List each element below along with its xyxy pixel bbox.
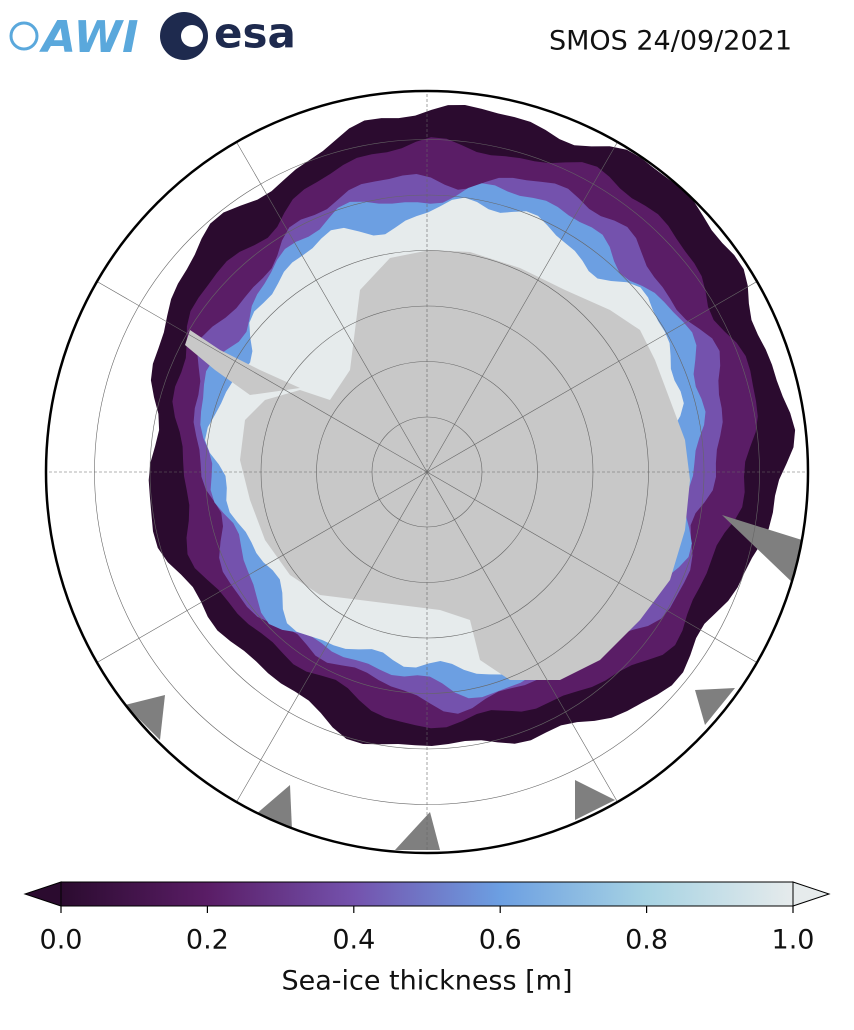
map	[46, 91, 808, 853]
graticule-meridian	[426, 134, 623, 473]
colorbar-tick-label: 0.0	[40, 925, 83, 956]
colorbar-body	[60, 881, 794, 907]
colorbar-tick-label: 0.2	[186, 925, 229, 956]
antarctica	[240, 250, 690, 680]
graticule-meridian	[89, 471, 428, 668]
graticule-meridian	[231, 471, 428, 810]
graticule-meridian	[89, 276, 428, 473]
graticule-meridian	[426, 276, 765, 473]
esa-logo: esa	[160, 9, 296, 60]
colorbar-tick-label: 1.0	[772, 925, 815, 956]
colorbar-tick-label: 0.4	[332, 925, 375, 956]
graticule-meridian	[426, 471, 765, 668]
colorbar-extend-high	[792, 881, 831, 907]
land-patch	[125, 695, 165, 740]
colorbar-tick-label: 0.8	[625, 925, 668, 956]
map-title: SMOS 24/09/2021	[549, 26, 792, 57]
awi-icon	[9, 21, 39, 51]
land-patch	[575, 780, 615, 820]
land-patch	[695, 688, 735, 725]
land-patch	[722, 515, 802, 585]
peninsula	[185, 330, 300, 395]
colorbar-extend-low	[23, 881, 62, 907]
colorbar-tick-label: 0.6	[479, 925, 522, 956]
graticule-meridian	[231, 134, 428, 473]
colorbar-label: Sea-ice thickness [m]	[281, 966, 572, 997]
esa-text: esa	[214, 9, 296, 58]
globe-border	[44, 89, 810, 855]
awi-text: AWI	[39, 12, 139, 63]
land-patch	[255, 785, 292, 830]
graticule-meridian	[426, 471, 623, 810]
awi-logo: AWI	[9, 12, 139, 63]
land-patch	[395, 812, 440, 850]
colorbar: Sea-ice thickness [m] 0.0 0.2 0.4 0.6 0.8 1.0	[23, 881, 831, 997]
esa-icon-inner	[181, 25, 203, 47]
